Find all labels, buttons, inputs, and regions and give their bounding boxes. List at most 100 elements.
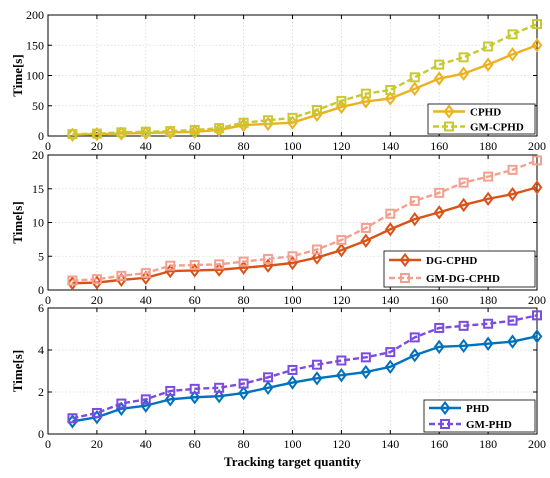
data-point [91,274,102,285]
data-point [532,155,542,166]
data-point [458,320,469,331]
legend-marker [400,273,410,283]
data-point [263,372,274,383]
y-tick-label: 100 [26,69,44,83]
data-point [214,259,225,270]
data-point [238,378,249,389]
data-point [434,187,445,198]
data-point [189,260,200,271]
x-tick-label: 140 [381,139,399,153]
x-tick-label: 200 [528,437,546,451]
legend: PHD GM-PHD [423,399,536,433]
data-point [67,129,78,140]
data-point [532,310,542,321]
data-point [458,177,469,188]
data-point [434,322,445,333]
data-point [482,191,494,207]
data-point [164,392,176,407]
data-point [531,38,543,53]
data-point [434,59,445,70]
data-point [91,408,102,418]
data-point [189,383,200,394]
data-point [214,382,225,393]
data-point [287,112,298,123]
data-point [67,414,78,429]
legend-entry: GM-CPHD [470,122,524,134]
data-point [311,104,322,115]
data-point [483,171,494,182]
x-tick-label: 100 [284,139,302,153]
legend-marker [443,104,455,119]
y-tick-label: 15 [32,182,44,196]
legend-entry: DG-CPHD [426,255,477,267]
x-tick-label: 60 [189,139,201,153]
data-point [458,197,470,213]
data-point [507,315,518,326]
legend-entry: GM-DG-CPHD [426,273,500,285]
chart-panel-1: 0 20 40 60 80 100 120 140 160 180 200 0 50 100 150 200 T… [10,8,546,153]
series-gm-phd [67,310,542,424]
y-tick-label: 6 [38,301,44,315]
data-point [311,250,323,265]
data-point [360,352,371,363]
x-tick-label: 80 [238,437,250,451]
data-point [433,205,445,220]
data-point [409,72,420,83]
data-point [189,390,201,405]
legend-entry: PHD [466,403,489,415]
data-point [384,359,396,374]
data-point [483,318,494,329]
data-point [91,275,103,290]
legend: CPHD GM-CPHD [427,103,536,135]
y-tick-label: 10 [32,216,44,230]
data-point [483,41,494,52]
data-point [263,115,274,126]
x-tick-label: 40 [140,293,152,307]
data-point [336,243,347,258]
y-tick-label: 0 [38,283,44,297]
data-point [116,398,127,409]
data-point [262,380,274,395]
data-point [507,334,518,349]
x-tick-label: 180 [479,293,497,307]
x-tick-label: 80 [238,293,250,307]
y-axis-label: Time[s] [10,350,25,392]
data-point [507,164,518,175]
y-tick-label: 50 [32,99,44,113]
data-point [140,126,151,137]
data-point [214,123,225,134]
y-axis-label: Time[s] [10,201,25,243]
data-point [409,195,420,206]
data-point [213,389,225,404]
x-tick-label: 120 [332,293,350,307]
x-tick-label: 80 [238,139,250,153]
legend-entry: CPHD [470,107,501,119]
legend: DG-CPHD GM-DG-CPHD [383,250,536,288]
legend-marker [399,252,411,268]
x-tick-label: 180 [479,139,497,153]
data-point [311,359,322,370]
data-point [385,347,396,358]
y-tick-label: 0 [38,427,44,441]
data-point [507,29,518,40]
data-point [336,95,347,106]
data-point [531,329,543,344]
data-point [116,270,127,281]
data-point [433,71,445,86]
data-point [238,256,249,267]
legend-marker [439,400,451,416]
data-point [336,368,347,383]
x-tick-label: 0 [45,437,51,451]
data-point [287,364,298,375]
data-point [140,394,151,405]
data-point [482,57,494,72]
x-tick-label: 100 [284,293,302,307]
legend-marker [444,121,454,132]
data-point [336,355,347,366]
data-point [336,235,347,246]
x-tick-label: 140 [381,437,399,451]
x-tick-label: 200 [528,293,546,307]
legend-entry: GM-PHD [466,419,512,431]
data-point [409,332,420,343]
